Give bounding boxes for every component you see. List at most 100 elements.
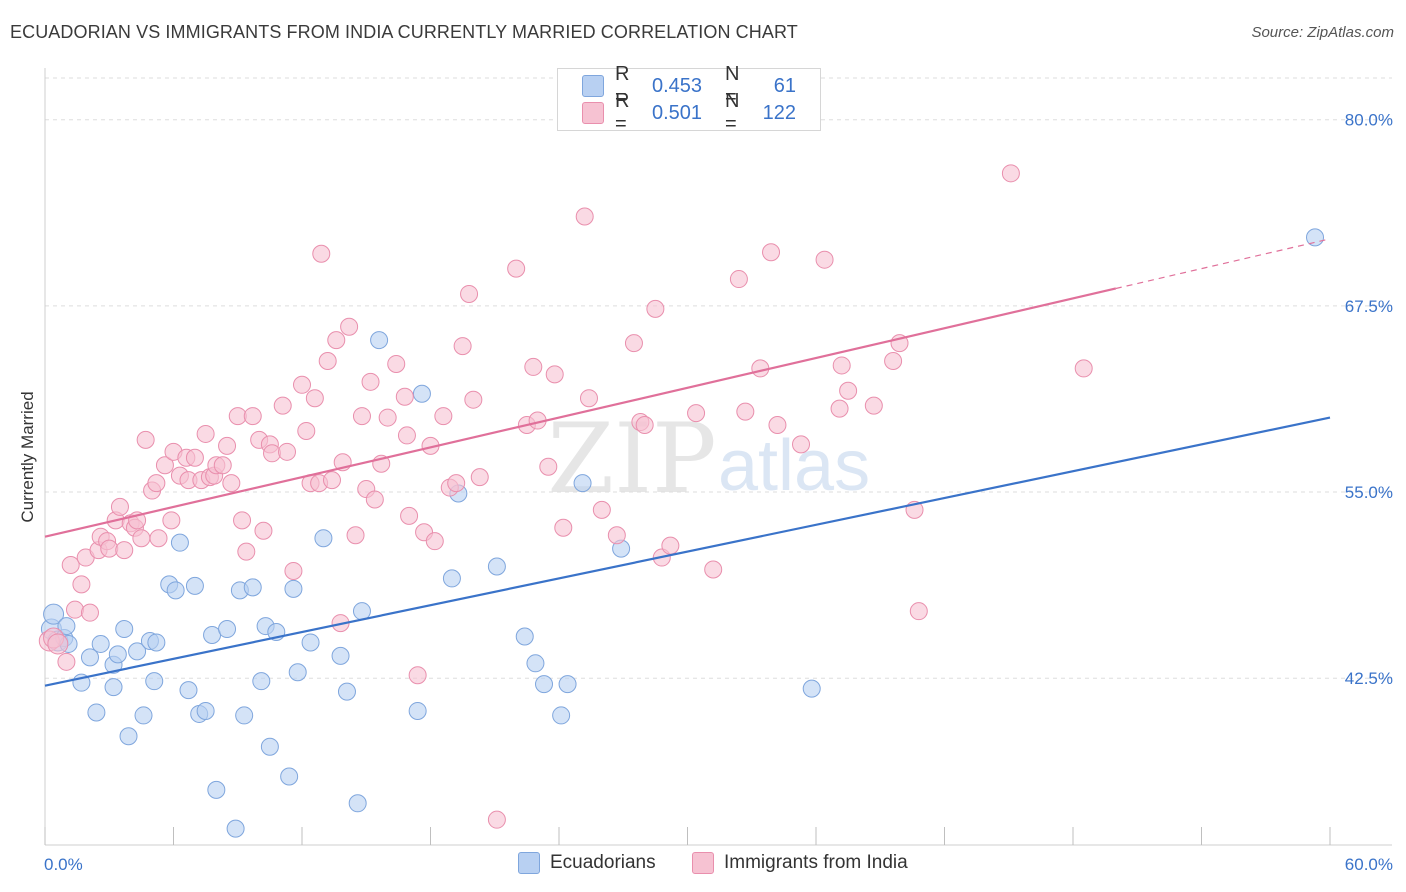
ecuadorian-point [802, 679, 821, 698]
legend-n-value: 122 [762, 101, 796, 124]
ecuadorian-point [331, 646, 350, 665]
india-point [524, 357, 543, 376]
india-point [218, 436, 237, 455]
india-point [228, 407, 247, 426]
india-point [832, 356, 851, 375]
ecuadorians-trend-line [44, 416, 1331, 687]
india-point [830, 399, 849, 418]
ecuadorian-point [442, 569, 461, 588]
ecuadorian-point [226, 819, 245, 838]
india-point [909, 602, 928, 621]
india-point [237, 542, 256, 561]
india-point [47, 633, 69, 655]
india-point [80, 603, 99, 622]
ecuadorian-point [288, 663, 307, 682]
legend-n-value: 61 [773, 74, 796, 97]
india-point [378, 408, 397, 427]
india-point [539, 457, 558, 476]
india-point [470, 468, 489, 487]
india-point [136, 430, 155, 449]
ecuadorian-point [535, 675, 554, 694]
ecuadorian-point [147, 633, 166, 652]
india-point [196, 424, 215, 443]
y-tick-labels: 42.5% 55.0% 67.5% 80.0% [1345, 111, 1393, 688]
x-tick-labels: 0.0% 60.0% [44, 855, 1393, 874]
legend-n-label: N = [725, 63, 740, 108]
india-point [815, 250, 834, 269]
india-points [38, 164, 1093, 829]
india-point [408, 666, 427, 685]
legend-n-label: N = [725, 90, 740, 135]
series-legend: Ecuadorians Immigrants from India [0, 852, 1406, 878]
x-tick-label: 60.0% [1345, 855, 1393, 874]
ecuadorian-point [280, 767, 299, 786]
ecuadorian-point [134, 706, 153, 725]
ecuadorian-point [515, 627, 534, 646]
y-tick-label: 42.5% [1345, 669, 1393, 688]
india-point [305, 389, 324, 408]
legend-r-value: 0.501 [652, 101, 703, 124]
legend-label-india: Immigrants from India [724, 852, 908, 873]
legend-item-india[interactable]: Immigrants from India [692, 852, 908, 874]
ecuadorian-point [218, 620, 237, 639]
india-point [661, 536, 680, 555]
ecuadorian-point [119, 727, 138, 746]
india-point [213, 456, 232, 475]
india-point [864, 396, 883, 415]
ecuadorian-point [573, 474, 592, 493]
legend-swatch-blue [518, 852, 540, 874]
legend-swatch-blue [582, 75, 604, 97]
india-point [554, 518, 573, 537]
india-point [284, 561, 303, 580]
india-point [447, 474, 466, 493]
legend-r-label: R = [615, 63, 630, 108]
india-point [352, 407, 371, 426]
india-point [273, 396, 292, 415]
y-tick-label: 55.0% [1345, 483, 1393, 502]
y-tick-label: 80.0% [1345, 111, 1393, 130]
india-point [464, 390, 483, 409]
watermark-atlas: atlas [718, 426, 870, 506]
stats-legend: R = 0.453 N = 61 R = 0.501 N = 122 [557, 63, 821, 135]
ecuadorian-point [260, 737, 279, 756]
ecuadorian-point [314, 529, 333, 548]
india-point [110, 497, 129, 516]
india-point [327, 331, 346, 350]
ecuadorian-point [115, 620, 134, 639]
ecuadorian-point [87, 703, 106, 722]
india-point [149, 529, 168, 548]
india-point [100, 539, 119, 558]
ecuadorian-point [1306, 228, 1325, 247]
india-point [507, 259, 526, 278]
india-point [1074, 359, 1093, 378]
legend-item-ecuadorians[interactable]: Ecuadorians [518, 852, 656, 874]
india-point [635, 416, 654, 435]
ecuadorian-point [185, 576, 204, 595]
india-point [346, 526, 365, 545]
india-point [293, 375, 311, 394]
ecuadorian-point [337, 682, 356, 701]
ecuadorian-point [91, 634, 110, 653]
ecuadorian-point [166, 581, 185, 600]
source-label: Source: ZipAtlas.com [1251, 24, 1394, 41]
ecuadorian-point [301, 633, 320, 652]
legend-swatch-pink [692, 852, 714, 874]
india-point [704, 560, 723, 579]
india-point [646, 299, 665, 318]
india-point [1001, 164, 1020, 183]
india-point [254, 521, 273, 540]
india-point [729, 270, 748, 289]
india-point [57, 652, 76, 671]
ecuadorian-point [487, 557, 506, 576]
india-point [162, 511, 181, 530]
india-point [736, 402, 755, 421]
india-point [147, 474, 166, 493]
ecuadorian-point [104, 678, 123, 697]
ecuadorian-point [170, 533, 189, 552]
ecuadorian-point [80, 648, 99, 667]
india-point [607, 526, 626, 545]
india-point [545, 365, 564, 384]
ecuadorian-point [203, 626, 222, 645]
ecuadorian-point [57, 617, 76, 636]
